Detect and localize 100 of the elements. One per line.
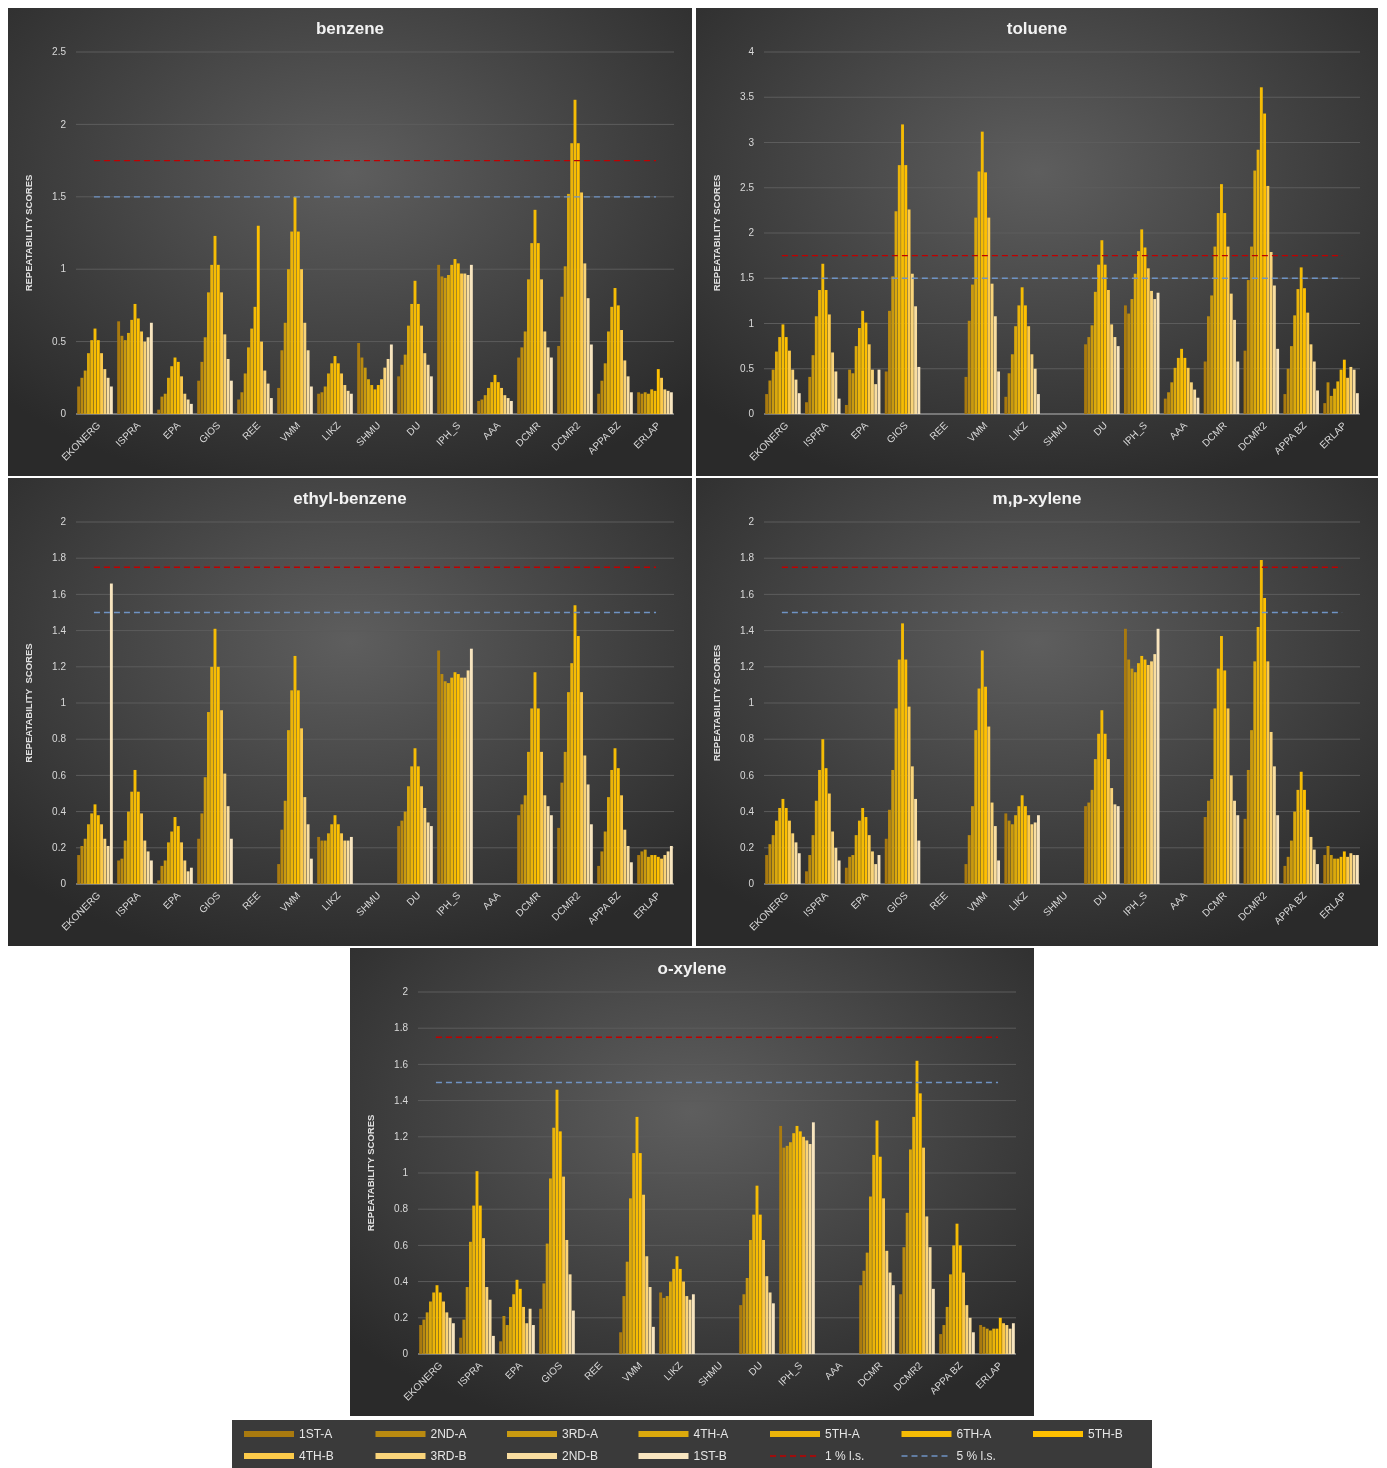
bar [1229, 293, 1233, 414]
bar [103, 369, 107, 414]
bar [397, 826, 401, 884]
bar [400, 820, 404, 884]
y-tick-label: 0.8 [394, 1203, 409, 1215]
bar [363, 367, 367, 414]
bar [1342, 851, 1346, 884]
bar [917, 840, 921, 884]
bar [607, 797, 610, 884]
y-tick-label: 1.4 [394, 1094, 409, 1106]
bar [200, 813, 204, 884]
bar [465, 1287, 469, 1354]
bar [814, 800, 818, 884]
bar [1167, 392, 1170, 414]
bar [463, 677, 467, 884]
bar [149, 322, 153, 414]
bar [1004, 396, 1008, 414]
bar [523, 331, 527, 414]
bar [287, 269, 290, 414]
bar [1289, 840, 1293, 884]
bar [247, 347, 250, 414]
bar [1293, 811, 1297, 884]
bar [771, 1303, 775, 1354]
bar [80, 377, 84, 414]
x-tick-label: AAA [480, 419, 503, 442]
bar [260, 341, 263, 414]
bar [1283, 865, 1287, 884]
bar [447, 274, 450, 414]
bar [557, 345, 561, 414]
bar [539, 1308, 543, 1354]
bar [968, 1317, 972, 1354]
y-tick-label: 1.2 [394, 1131, 409, 1142]
y-tick-label: 0 [60, 878, 67, 890]
y-tick-label: 0.4 [52, 805, 67, 817]
bar [220, 292, 223, 414]
y-axis-title: REPEATABILITY SCORES [23, 174, 34, 292]
bar [487, 387, 490, 414]
bar [280, 350, 284, 414]
bar [583, 755, 587, 884]
bar [909, 1149, 912, 1354]
bar [1250, 730, 1253, 884]
bar [400, 364, 404, 414]
bar [884, 838, 888, 884]
bar [967, 320, 971, 414]
bar [460, 273, 463, 414]
bar [189, 867, 193, 884]
bar [317, 836, 321, 884]
y-tick-label: 3.5 [740, 91, 755, 103]
bar [1020, 287, 1024, 414]
bar [560, 782, 564, 884]
bar [567, 193, 570, 414]
bar [914, 798, 918, 884]
bar [997, 860, 1001, 884]
x-tick-label: DU [746, 1359, 765, 1378]
bar [543, 331, 547, 414]
bar [269, 398, 273, 414]
bar [1210, 779, 1214, 884]
legend-label: 3RD-A [562, 1427, 599, 1442]
bar [1123, 628, 1127, 884]
y-tick-label: 0.2 [52, 842, 67, 853]
bar [376, 385, 380, 414]
bar [469, 264, 473, 414]
x-tick-label: EPA [848, 889, 871, 912]
bar [1276, 815, 1280, 884]
bar [768, 1292, 772, 1354]
bar [469, 1241, 472, 1354]
bar [176, 361, 180, 414]
bar [965, 1305, 969, 1354]
bar [805, 1140, 809, 1354]
bar [1146, 268, 1150, 414]
bar [797, 853, 801, 884]
bar [287, 730, 290, 884]
y-tick-label: 1.5 [740, 272, 755, 284]
y-tick-label: 1.4 [52, 624, 67, 636]
bar [1233, 319, 1236, 414]
bar [774, 820, 778, 884]
bar [460, 677, 463, 884]
y-tick-label: 1.6 [394, 1058, 409, 1070]
bar [340, 373, 343, 414]
bar [656, 369, 660, 414]
bar [589, 344, 593, 414]
bar [989, 1330, 992, 1354]
bar [143, 341, 147, 414]
bar [874, 864, 878, 884]
bar [600, 380, 604, 414]
x-tick-label: AAA [822, 1359, 845, 1382]
x-tick-label: EPA [161, 419, 183, 442]
bar [226, 358, 230, 414]
bar [543, 795, 547, 884]
bar [762, 1239, 765, 1354]
bar [1272, 285, 1276, 414]
bar [277, 387, 281, 414]
bar [745, 1277, 749, 1354]
bar [523, 795, 527, 884]
bar [1030, 354, 1034, 414]
bar [603, 831, 607, 884]
y-axis-title: REPEATABILITY SCORES [711, 644, 722, 762]
bar [771, 835, 775, 884]
bar [1110, 788, 1114, 884]
bar [861, 310, 865, 414]
